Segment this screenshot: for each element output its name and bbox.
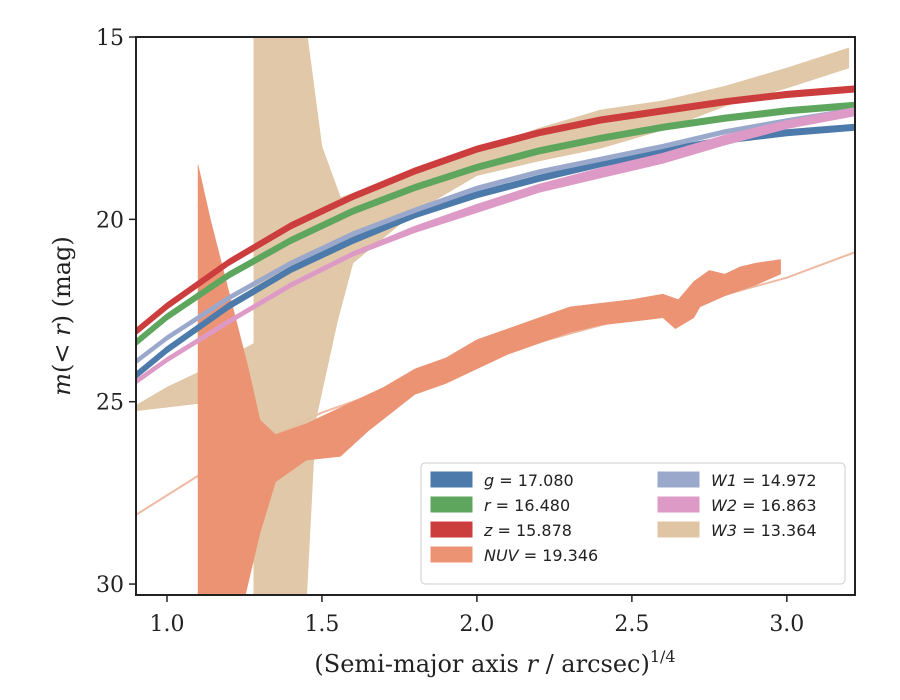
y-tick-label: 30 <box>96 573 124 598</box>
legend-swatch-z <box>430 521 473 538</box>
series-band-w1 <box>136 107 855 365</box>
plot-frame <box>135 36 856 596</box>
legend-label-w2: W2 = 16.863 <box>711 496 817 515</box>
legend-label-z: z = 15.878 <box>483 521 572 540</box>
x-axis-label: (Semi-major axis r / arcsec)1/4 <box>314 647 675 678</box>
legend-label-r: r = 16.480 <box>484 496 570 515</box>
series-layer <box>136 37 855 595</box>
legend-swatch-w3 <box>657 521 700 538</box>
series-band-nuv <box>197 164 781 595</box>
x-tick-label: 1.5 <box>304 612 339 637</box>
legend-label-g: g = 17.080 <box>484 471 574 490</box>
series-band-z <box>136 85 855 336</box>
y-tick-label: 25 <box>96 391 124 416</box>
legend-swatch-w2 <box>657 496 700 513</box>
y-axis-label: m(< r) (mag) <box>48 236 76 396</box>
series-band-r <box>136 101 855 347</box>
x-tick-label: 1.0 <box>149 612 184 637</box>
y-tick-label: 15 <box>96 26 124 51</box>
legend: g = 17.080 r = 16.480 z = 15.878 NUV = 19.3… <box>420 462 846 585</box>
x-axis: 1.0 1.5 2.0 2.5 3.0 <box>149 595 804 637</box>
series-band-w2 <box>136 107 855 385</box>
series-band-g <box>136 123 855 380</box>
x-tick-label: 3.0 <box>769 612 804 637</box>
legend-swatch-r <box>430 496 473 513</box>
series-band-w3 <box>136 37 850 595</box>
y-tick-label: 20 <box>96 208 124 233</box>
legend-swatch-nuv <box>430 546 473 563</box>
legend-swatch-w1 <box>657 471 700 488</box>
y-axis: 15 20 25 30 <box>96 26 136 598</box>
legend-label-nuv: NUV = 19.346 <box>484 546 598 565</box>
legend-swatch-g <box>430 471 473 488</box>
legend-box <box>420 462 846 585</box>
x-tick-label: 2.0 <box>459 612 494 637</box>
legend-label-w1: W1 = 14.972 <box>711 471 817 490</box>
x-tick-label: 2.5 <box>614 612 649 637</box>
legend-label-w3: W3 = 13.364 <box>711 521 817 540</box>
